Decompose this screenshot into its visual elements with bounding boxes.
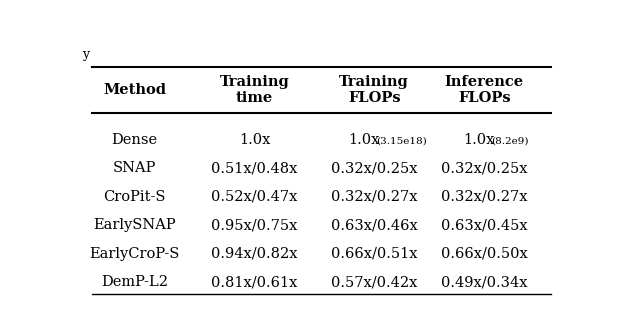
Text: 0.66x/0.51x: 0.66x/0.51x	[331, 247, 417, 261]
Text: DemP-L2: DemP-L2	[101, 275, 168, 289]
Text: 1.0x: 1.0x	[239, 133, 270, 147]
Text: (3.15e18): (3.15e18)	[376, 137, 427, 146]
Text: (8.2e9): (8.2e9)	[491, 137, 529, 146]
Text: Dense: Dense	[112, 133, 158, 147]
Text: Inference
FLOPs: Inference FLOPs	[445, 75, 524, 105]
Text: 0.51x/0.48x: 0.51x/0.48x	[211, 161, 298, 175]
Text: 0.32x/0.25x: 0.32x/0.25x	[331, 161, 417, 175]
Text: SNAP: SNAP	[113, 161, 156, 175]
Text: 0.32x/0.27x: 0.32x/0.27x	[441, 190, 528, 204]
Text: 0.81x/0.61x: 0.81x/0.61x	[211, 275, 298, 289]
Text: 0.63x/0.46x: 0.63x/0.46x	[331, 218, 418, 232]
Text: Training
time: Training time	[219, 75, 289, 105]
Text: Method: Method	[103, 83, 166, 97]
Text: 0.95x/0.75x: 0.95x/0.75x	[211, 218, 298, 232]
Text: Training
FLOPs: Training FLOPs	[339, 75, 409, 105]
Text: EarlySNAP: EarlySNAP	[93, 218, 176, 232]
Text: 0.57x/0.42x: 0.57x/0.42x	[331, 275, 417, 289]
Text: y: y	[82, 48, 89, 61]
Text: 0.52x/0.47x: 0.52x/0.47x	[211, 190, 298, 204]
Text: CroPit-S: CroPit-S	[103, 190, 166, 204]
Text: 1.0x: 1.0x	[348, 133, 379, 147]
Text: 0.94x/0.82x: 0.94x/0.82x	[211, 247, 298, 261]
Text: 0.32x/0.27x: 0.32x/0.27x	[331, 190, 417, 204]
Text: 0.63x/0.45x: 0.63x/0.45x	[441, 218, 528, 232]
Text: 0.49x/0.34x: 0.49x/0.34x	[441, 275, 528, 289]
Text: 0.66x/0.50x: 0.66x/0.50x	[441, 247, 528, 261]
Text: EarlyCroP-S: EarlyCroP-S	[90, 247, 180, 261]
Text: 1.0x: 1.0x	[463, 133, 494, 147]
Text: 0.32x/0.25x: 0.32x/0.25x	[441, 161, 528, 175]
